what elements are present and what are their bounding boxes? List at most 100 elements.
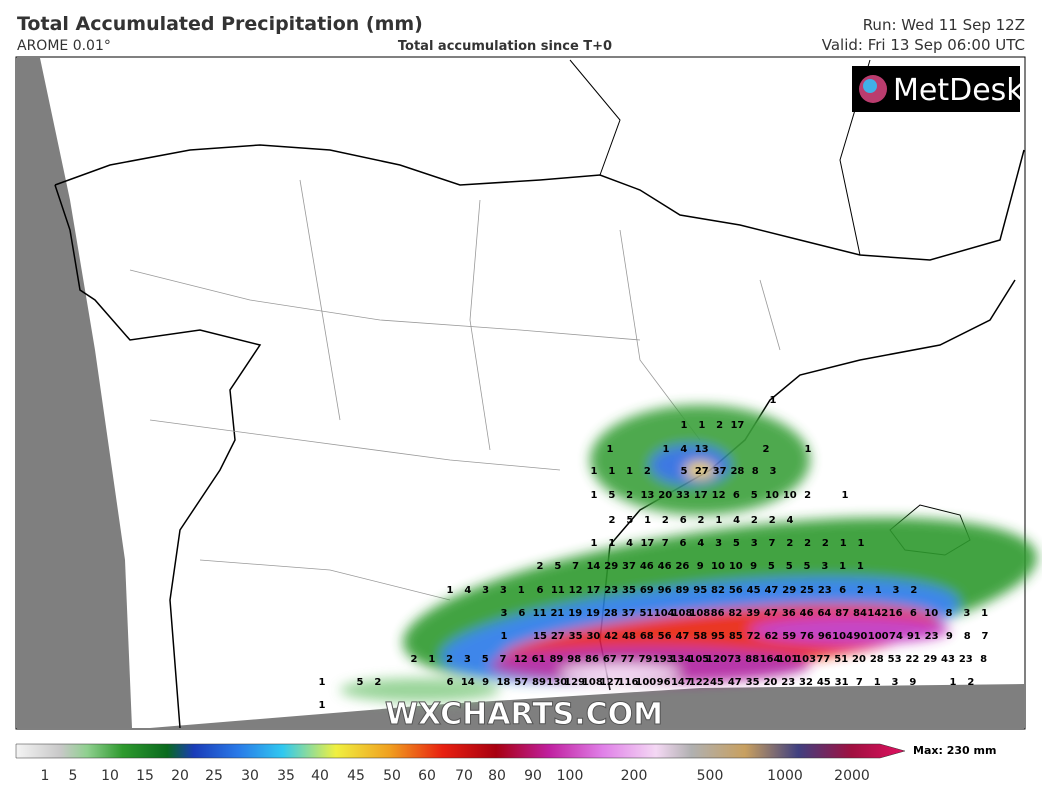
grid-value: 9 (946, 631, 953, 642)
grid-value: 147 (671, 677, 692, 688)
grid-value: 1 (840, 538, 847, 549)
grid-value: 29 (923, 654, 937, 665)
grid-value: 9 (697, 561, 704, 572)
grid-value: 2 (716, 420, 723, 431)
grid-value: 5 (554, 561, 561, 572)
grid-value: 122 (689, 677, 710, 688)
grid-value: 74 (889, 631, 903, 642)
grid-value: 33 (676, 490, 690, 501)
grid-value: 45 (710, 677, 724, 688)
grid-value: 8 (980, 654, 987, 665)
grid-value: 142 (867, 608, 888, 619)
grid-value: 104 (654, 608, 675, 619)
grid-value: 86 (585, 654, 599, 665)
grid-value: 89 (532, 677, 546, 688)
grid-value: 14 (461, 677, 475, 688)
grid-value: 20 (852, 654, 866, 665)
grid-value: 2 (910, 585, 917, 596)
grid-value: 1 (770, 395, 777, 406)
grid-value: 3 (482, 585, 489, 596)
grid-value: 164 (760, 654, 781, 665)
grid-value: 18 (496, 677, 510, 688)
grid-value: 1 (839, 561, 846, 572)
grid-value: 98 (567, 654, 581, 665)
grid-value: 8 (752, 466, 759, 477)
grid-value: 19 (586, 608, 600, 619)
grid-value: 2 (857, 585, 864, 596)
grid-value: 7 (982, 631, 989, 642)
grid-value: 10 (711, 561, 725, 572)
grid-value: 46 (658, 561, 672, 572)
grid-value: 2 (751, 515, 758, 526)
grid-value: 27 (695, 466, 709, 477)
grid-value: 193 (653, 654, 674, 665)
grid-value: 30 (586, 631, 600, 642)
grid-value: 45 (817, 677, 831, 688)
grid-value: 46 (800, 608, 814, 619)
grid-value: 47 (764, 608, 778, 619)
grid-value: 69 (640, 585, 654, 596)
colorbar-tick-label: 50 (383, 768, 401, 784)
grid-value: 2 (662, 515, 669, 526)
grid-value: 59 (782, 631, 796, 642)
map: 11 1 2 171 1 4 13 2 11 1 1 2 5 27 37 28 8 31 5 2 13 20 33 17 12 6… (15, 56, 1038, 733)
grid-value: 87 (835, 608, 849, 619)
grid-value: 10 (765, 490, 779, 501)
grid-value: 96 (657, 677, 671, 688)
grid-value: 3 (464, 654, 471, 665)
grid-value: 104 (832, 631, 853, 642)
watermark: WXCHARTS.COM (385, 697, 663, 732)
grid-value: 1 (319, 700, 326, 711)
grid-value: 1 (518, 585, 525, 596)
grid-value: 17 (730, 420, 744, 431)
colorbar-tick-label: 5 (69, 768, 78, 784)
colorbar-tick-label: 70 (455, 768, 473, 784)
grid-value: 6 (447, 677, 454, 688)
grid-value: 5 (357, 677, 364, 688)
grid-values: 11 1 2 171 1 4 13 2 11 1 1 2 5 27 37 28 8 31 5 2 13 20 33 17 12 6… (319, 395, 989, 711)
grid-value: 22 (905, 654, 919, 665)
grid-value: 56 (658, 631, 672, 642)
valid-time: Valid: Fri 13 Sep 06:00 UTC (822, 36, 1025, 54)
grid-value: 68 (640, 631, 654, 642)
grid-value: 72 (747, 631, 761, 642)
grid-value: 47 (764, 585, 778, 596)
grid-value: 53 (888, 654, 902, 665)
grid-value: 10 (924, 608, 938, 619)
grid-value: 45 (747, 585, 761, 596)
grid-value: 2 (804, 490, 811, 501)
grid-value: 2 (763, 444, 770, 455)
colorbar-tick-label: 1 (41, 768, 50, 784)
colorbar-tick-label: 60 (418, 768, 436, 784)
grid-value: 42 (604, 631, 618, 642)
grid-value: 3 (892, 677, 899, 688)
grid-value: 77 (621, 654, 635, 665)
grid-value: 4 (626, 538, 633, 549)
grid-value: 3 (821, 561, 828, 572)
grid-value: 5 (786, 561, 793, 572)
model-name: AROME 0.01° (17, 38, 111, 54)
grid-value: 4 (733, 515, 740, 526)
grid-value: 2 (786, 538, 793, 549)
grid-value: 47 (728, 677, 742, 688)
grid-value: 1 (858, 538, 865, 549)
grid-value: 64 (817, 608, 831, 619)
map-subtitle: Total accumulation since T+0 (398, 39, 612, 54)
grid-value: 100 (635, 677, 656, 688)
grid-value: 82 (711, 585, 725, 596)
grid-value: 1 (319, 677, 326, 688)
grid-value: 16 (889, 608, 903, 619)
grid-value: 95 (711, 631, 725, 642)
grid-value: 28 (870, 654, 884, 665)
grid-value: 62 (764, 631, 778, 642)
colorbar-tick-label: 200 (621, 768, 648, 784)
grid-value: 84 (853, 608, 867, 619)
grid-value: 23 (604, 585, 618, 596)
grid-value: 2 (769, 515, 776, 526)
grid-value: 88 (745, 654, 759, 665)
grid-value: 2 (644, 466, 651, 477)
grid-value: 108 (672, 608, 693, 619)
grid-value: 39 (746, 608, 760, 619)
grid-value: 2 (967, 677, 974, 688)
